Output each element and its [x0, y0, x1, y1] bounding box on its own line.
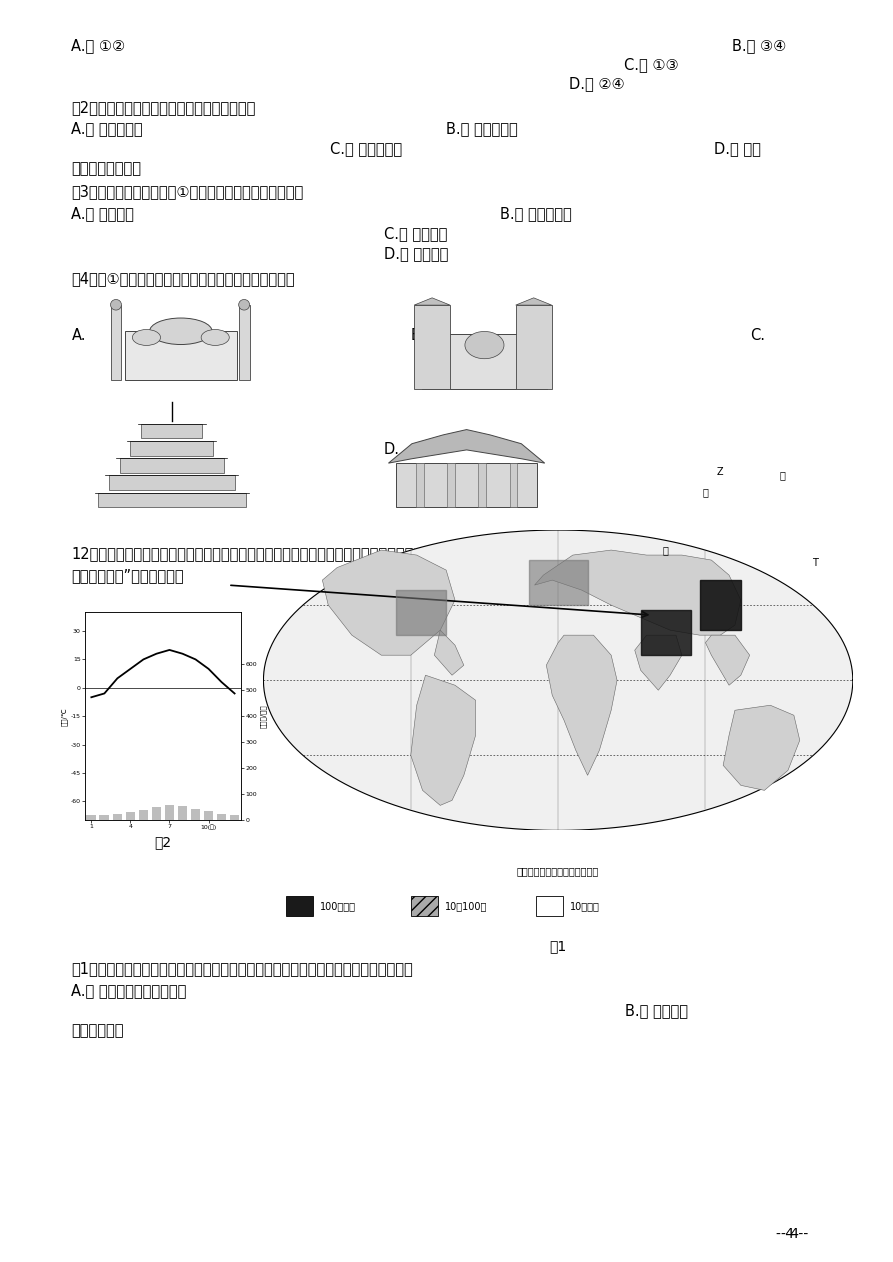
Text: T: T: [812, 558, 817, 568]
Bar: [204, 811, 213, 820]
Polygon shape: [640, 610, 691, 655]
Polygon shape: [699, 581, 741, 630]
Polygon shape: [434, 630, 463, 675]
Text: C.: C.: [750, 328, 765, 343]
Ellipse shape: [132, 329, 161, 346]
Text: A.　 中、高纬度的近海地区: A. 中、高纬度的近海地区: [71, 983, 187, 998]
Bar: [87, 815, 96, 820]
Text: A.　 发达国家: A. 发达国家: [71, 206, 134, 221]
Bar: [416, 463, 423, 507]
Polygon shape: [263, 530, 853, 830]
Bar: [126, 813, 136, 820]
Ellipse shape: [150, 318, 213, 345]
Y-axis label: 气温/℃: 气温/℃: [61, 707, 68, 726]
Text: （2）下列地区最适合人类居住的是（　　　）: （2）下列地区最适合人类居住的是（ ）: [71, 100, 255, 115]
Polygon shape: [414, 298, 450, 305]
Text: 10－100人: 10－100人: [445, 901, 487, 911]
Bar: [414, 305, 450, 389]
Text: D.: D.: [384, 442, 400, 457]
Text: B.　 中、高纬: B. 中、高纬: [625, 1003, 689, 1018]
Text: B.　 热带森林区: B. 热带森林区: [446, 121, 518, 136]
Polygon shape: [535, 550, 741, 635]
Text: A.: A.: [71, 328, 86, 343]
Text: 10人以下: 10人以下: [570, 901, 599, 911]
Bar: [178, 806, 188, 820]
Polygon shape: [635, 635, 682, 690]
Bar: [422, 334, 547, 389]
Bar: [396, 463, 537, 507]
Bar: [141, 424, 203, 438]
Polygon shape: [396, 591, 446, 635]
Polygon shape: [705, 635, 750, 685]
Text: A.　 干旱的沙漠: A. 干旱的沙漠: [71, 121, 143, 136]
Bar: [111, 305, 121, 380]
Polygon shape: [411, 675, 476, 805]
Bar: [217, 814, 227, 820]
Text: （1）世界人口稠密地区的分布，在纬度位置和海陆位置上的共同特点是都位于（　　）: （1）世界人口稠密地区的分布，在纬度位置和海陆位置上的共同特点是都位于（ ）: [71, 962, 413, 977]
Text: 人口密度（每平方千米人口数）: 人口密度（每平方千米人口数）: [517, 866, 599, 876]
Text: 界人口分布图”，完成下题。: 界人口分布图”，完成下题。: [71, 568, 184, 583]
Bar: [238, 305, 249, 380]
Bar: [152, 808, 162, 820]
Bar: [109, 476, 235, 490]
Ellipse shape: [201, 329, 230, 346]
Text: 图2: 图2: [154, 835, 171, 849]
Bar: [130, 440, 213, 456]
Text: 乙: 乙: [703, 487, 708, 497]
Text: C.　 寒冷的极地: C. 寒冷的极地: [330, 141, 403, 156]
Text: - 4 -: - 4 -: [780, 1227, 808, 1241]
Text: D.　 ②④: D. ②④: [570, 76, 625, 91]
Polygon shape: [322, 550, 455, 655]
Text: B.　 发展中国家: B. 发展中国家: [500, 206, 572, 221]
Text: 图1: 图1: [549, 939, 567, 953]
Text: 丙: 丙: [780, 469, 785, 480]
Ellipse shape: [465, 332, 504, 358]
Bar: [99, 815, 109, 820]
Bar: [230, 815, 239, 820]
Text: A.　 ①②: A. ①②: [71, 38, 126, 53]
Polygon shape: [529, 560, 588, 604]
Bar: [510, 463, 517, 507]
Bar: [447, 463, 455, 507]
Text: 度的内陆地区: 度的内陆地区: [71, 1023, 124, 1039]
Polygon shape: [388, 429, 545, 463]
Bar: [164, 805, 174, 820]
Text: C.　 人口大国: C. 人口大国: [384, 226, 447, 241]
Ellipse shape: [111, 299, 121, 310]
Text: 100人以上: 100人以上: [320, 901, 355, 911]
Text: B.　 ③④: B. ③④: [731, 38, 786, 53]
Text: D.　 面积大国: D. 面积大国: [384, 246, 448, 261]
Bar: [113, 814, 122, 820]
Y-axis label: 降水量/毫米: 降水量/毫米: [260, 704, 266, 728]
Text: B.: B.: [411, 328, 425, 343]
Text: （3）从经济发展水平看，①地区的国家多属于（　　　）: （3）从经济发展水平看，①地区的国家多属于（ ）: [71, 184, 304, 199]
Text: 12．能运用地图和有关资料归纳某地区的自然和人文地理特征，是学习地理的基本能力之一。请阅读“世: 12．能运用地图和有关资料归纳某地区的自然和人文地理特征，是学习地理的基本能力之…: [71, 546, 482, 562]
Bar: [138, 810, 148, 820]
Text: D.　 中低: D. 中低: [714, 141, 761, 156]
Text: - 4 -: - 4 -: [776, 1227, 804, 1241]
Text: C.　 ①③: C. ①③: [624, 57, 679, 72]
Polygon shape: [547, 635, 617, 775]
Bar: [125, 332, 238, 380]
Bar: [190, 809, 200, 820]
Bar: [479, 463, 486, 507]
Text: 纬度的近海平原区: 纬度的近海平原区: [71, 162, 141, 177]
Text: （4）到①地区去旅游，最常见的宗教建筑是（　　　）: （4）到①地区去旅游，最常见的宗教建筑是（ ）: [71, 271, 295, 286]
Polygon shape: [516, 298, 552, 305]
Polygon shape: [723, 705, 800, 790]
Ellipse shape: [238, 299, 249, 310]
Bar: [97, 492, 246, 507]
Bar: [120, 458, 224, 473]
Bar: [516, 305, 552, 389]
Text: Z: Z: [717, 467, 723, 477]
Text: 甲: 甲: [663, 545, 669, 555]
